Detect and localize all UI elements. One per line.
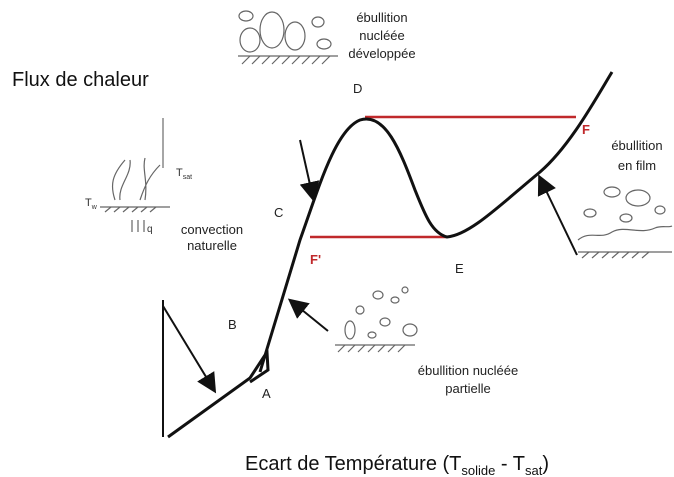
text: en film bbox=[618, 158, 656, 173]
text: développée bbox=[348, 46, 415, 61]
icon-convection bbox=[100, 157, 170, 232]
point-label: C bbox=[274, 205, 283, 220]
boiling-curve-line bbox=[167, 71, 614, 439]
x-axis-label: Ecart de Température (Tsolide - Tsat) bbox=[245, 453, 549, 477]
x-label-end: ) bbox=[542, 453, 549, 475]
icon-label: q bbox=[147, 224, 153, 235]
text: T bbox=[85, 197, 92, 209]
text: nucléée bbox=[359, 28, 405, 43]
arrow bbox=[162, 305, 217, 394]
x-label-text: Ecart de Température (T bbox=[245, 453, 461, 475]
region-label: ébullition nucléée partielle bbox=[418, 363, 518, 396]
point-label: F' bbox=[310, 252, 321, 267]
arrow bbox=[537, 174, 578, 256]
y-axis-label: Flux de chaleur bbox=[12, 69, 149, 91]
point-label: B bbox=[228, 317, 237, 332]
text: sat bbox=[183, 174, 192, 181]
region-label: ébullition nucléée développée bbox=[348, 10, 415, 61]
point-label: F bbox=[582, 122, 590, 137]
text: naturelle bbox=[187, 238, 237, 253]
text: w bbox=[91, 204, 98, 211]
point-label: D bbox=[353, 81, 362, 96]
text: ébullition bbox=[356, 10, 407, 25]
x-label-mid: - T bbox=[495, 453, 525, 475]
arrow bbox=[287, 298, 329, 332]
text: ébullition nucléée bbox=[418, 363, 518, 378]
region-label: ébullition en film bbox=[611, 138, 662, 173]
text: partielle bbox=[445, 381, 491, 396]
point-label: E bbox=[455, 261, 464, 276]
icon-film bbox=[577, 186, 673, 259]
x-label-sub: sat bbox=[525, 463, 543, 477]
text: convection bbox=[181, 222, 243, 237]
x-label-sub: solide bbox=[461, 463, 495, 477]
icon-developed bbox=[238, 10, 338, 65]
text: T bbox=[176, 167, 183, 179]
text: ébullition bbox=[611, 138, 662, 153]
icon-partial bbox=[335, 286, 418, 353]
arrow bbox=[299, 139, 320, 202]
region-label: convection naturelle bbox=[181, 222, 243, 253]
icon-label: Tw bbox=[85, 197, 98, 211]
icon-label: Tsat bbox=[176, 167, 192, 181]
point-label: A bbox=[262, 386, 271, 401]
